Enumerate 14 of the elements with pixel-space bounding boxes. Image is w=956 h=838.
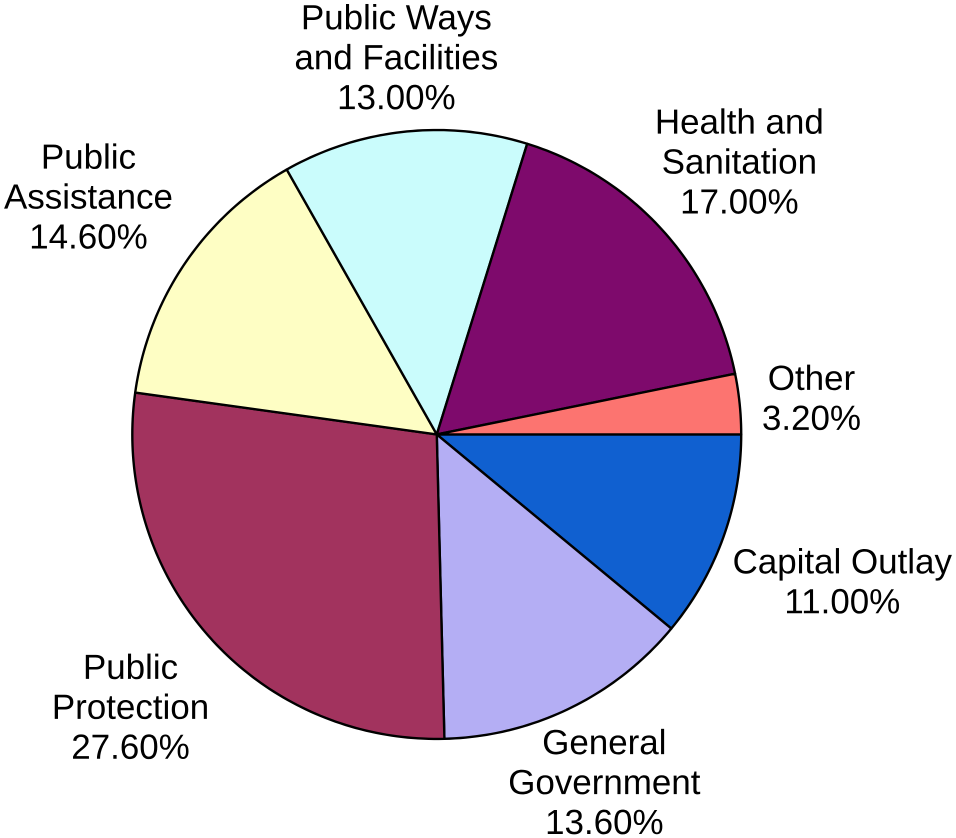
data-label: 17.00% (682, 188, 798, 214)
data-label: 11.00% (787, 588, 900, 614)
data-label: 14.60% (32, 224, 146, 249)
slice-label: Health and Sanitation (658, 108, 822, 174)
data-label: 27.60% (73, 734, 189, 759)
slice-label: Public Protection (54, 653, 207, 719)
slice-label: Other (769, 364, 855, 390)
data-label: 13.60% (548, 809, 662, 834)
slice-label: Public Assistance (4, 143, 172, 209)
data-label: 13.00% (340, 84, 454, 110)
slice-label: Capital Outlay (734, 548, 952, 580)
slice-label: General Government (510, 728, 700, 794)
slice-label: Public Ways and Facilities (296, 4, 497, 70)
data-label: 3.20% (763, 405, 860, 430)
